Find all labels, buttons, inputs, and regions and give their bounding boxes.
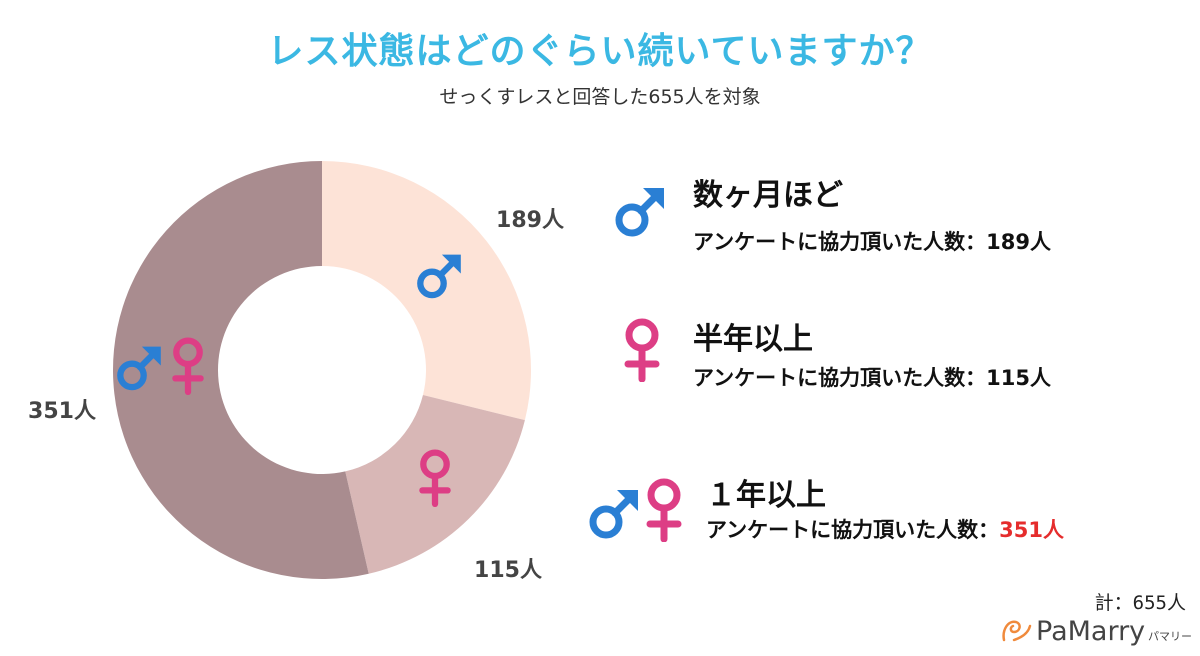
- legend-count: 115人: [986, 366, 1052, 390]
- legend-label: 数ヶ月ほど: [693, 178, 843, 213]
- pamarry-logo-icon: [1002, 620, 1032, 642]
- slice-one-year: [112, 161, 369, 580]
- slice-data-label: 351人: [28, 399, 96, 424]
- legend-count: 189人: [986, 230, 1052, 254]
- legend-count-line: アンケートに協力頂いた人数：189人: [693, 226, 1051, 256]
- male-icon: [589, 490, 638, 539]
- brand-kana: パマリー: [1148, 630, 1192, 643]
- male-icon: [615, 188, 664, 237]
- female-icon: [172, 337, 204, 396]
- male-icon: [117, 346, 161, 391]
- slice-data-label: 189人: [496, 208, 564, 233]
- female-icon: [624, 318, 660, 382]
- legend-count-prefix: アンケートに協力頂いた人数：: [693, 366, 987, 390]
- brand-logo: PaMarry パマリー: [998, 614, 1198, 648]
- female-icon: [419, 449, 451, 508]
- slice-data-label: 115人: [474, 558, 542, 583]
- chart-title: レス状態はどのぐらい続いていますか？: [267, 31, 933, 72]
- legend-count-line: アンケートに協力頂いた人数：115人: [693, 362, 1051, 392]
- total-count: 計：655人: [1094, 592, 1186, 614]
- legend-count-prefix: アンケートに協力頂いた人数：: [693, 230, 987, 254]
- chart-subtitle: せっくすレスと回答した655人を対象: [439, 86, 761, 108]
- female-icon: [646, 478, 682, 542]
- legend-label: 半年以上: [693, 322, 813, 357]
- brand-name: PaMarry: [1036, 616, 1146, 647]
- legend-count-line: アンケートに協力頂いた人数：351人: [706, 514, 1064, 544]
- legend-label: １年以上: [706, 478, 826, 513]
- legend-count: 351人: [999, 518, 1065, 542]
- legend-count-prefix: アンケートに協力頂いた人数：: [706, 518, 1000, 542]
- male-icon: [417, 254, 461, 299]
